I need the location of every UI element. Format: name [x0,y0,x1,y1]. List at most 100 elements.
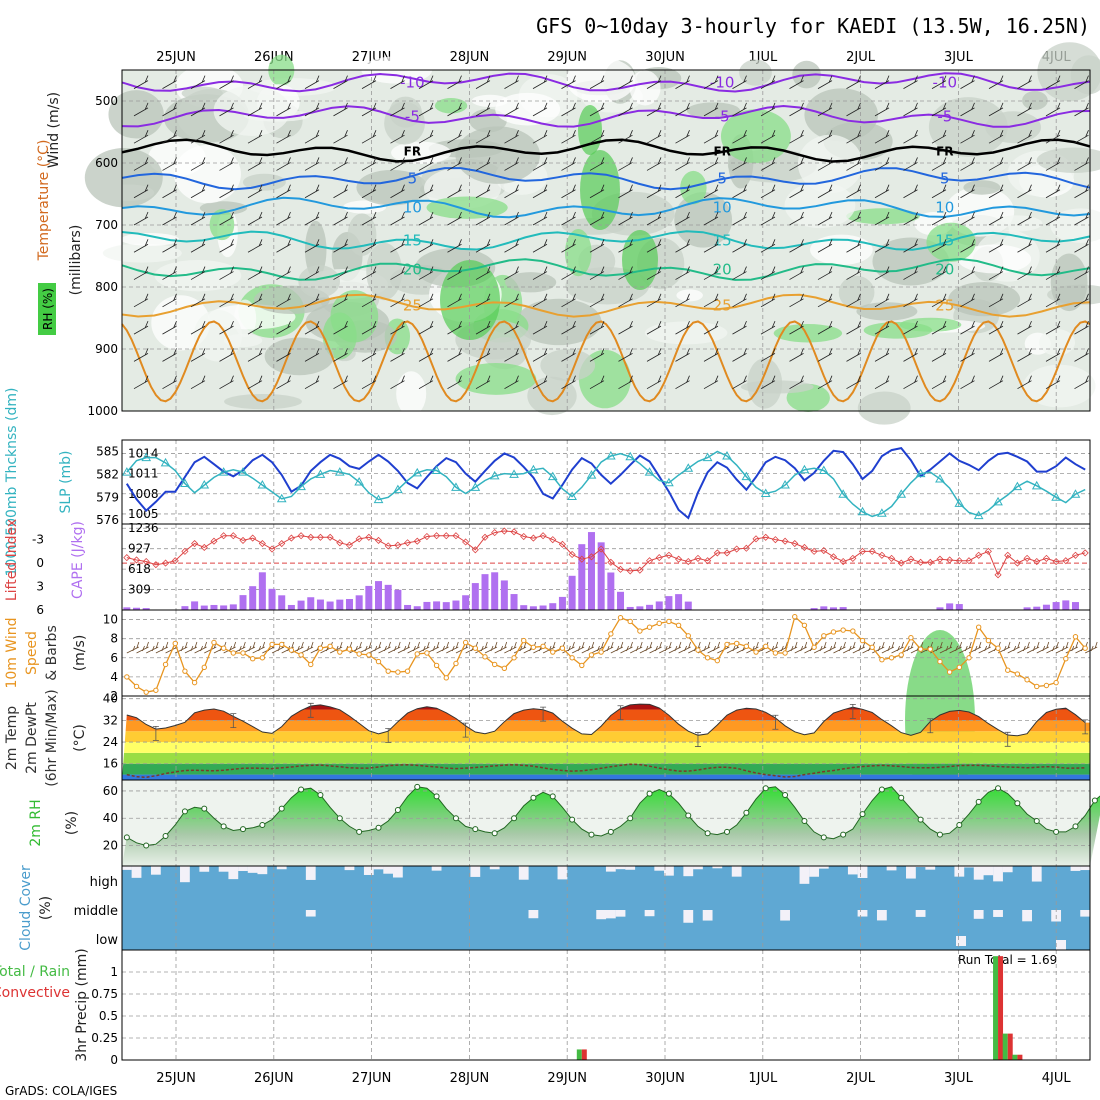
upper-wind-barb [247,211,263,226]
upper-wind-barb [133,266,149,280]
cape-bar [123,607,131,610]
upper-wind-barb [675,375,690,390]
temperature-contour [121,138,1091,163]
upper-wind-barb [361,157,377,171]
minmax-errorbar [772,714,779,730]
rh-blob [298,265,341,298]
wind10-barb [620,641,633,654]
upper-wind-barb [1017,75,1032,89]
wind10-point [1053,679,1059,686]
upper-wind-barb [789,239,804,253]
upper-wind-barb [1045,266,1061,280]
temp-band [122,720,1090,732]
upper-wind-barb [276,130,291,144]
upper-wind-barb [760,320,776,335]
cape-tick-label: 618 [128,562,151,576]
minmax-errorbar [152,725,159,741]
wind10-barb [126,641,140,654]
upper-wind-barb [817,184,833,199]
cape-bar [1071,602,1079,610]
rh-blob [213,85,291,136]
wind10-point [153,687,159,693]
cape-bar [636,606,644,610]
wind10-barb [581,641,595,654]
wind10-barb [378,641,391,654]
upper-wind-barb [561,184,576,199]
upper-wind-barb [960,239,975,253]
upper-wind-barb [561,130,576,144]
cloud-panel: high middle low Cloud Cover (%) [18,865,1091,951]
upper-wind-barb [361,348,377,362]
lifted-point [171,557,179,565]
wind10-barb [659,641,672,654]
thickness-point [644,467,655,476]
lifted-point [994,571,1002,579]
upper-wind-barb [1045,130,1061,144]
lifted-point [1013,559,1021,567]
upper-wind-barb [390,266,405,280]
upper-wind-barb [589,184,605,199]
rh-point [1072,823,1079,830]
wind10-point [666,618,672,625]
upper-wind-barb [874,211,890,226]
lifted-tick-label: 6 [36,603,44,617]
upper-wind-barb [561,320,576,335]
date-label-top: 25JUN [156,50,196,65]
rh-point [1091,797,1098,804]
wind10-point [937,658,943,665]
upper-wind-barb [361,293,377,308]
upper-wind-barb [846,184,861,199]
wind10-label-line3: & Barbs [44,625,60,681]
mid-cloud-gap [915,910,926,917]
lifted-point [887,554,896,562]
upper-wind-barb [162,293,177,308]
high-cloud-gap [847,866,858,875]
upper-wind-barb [760,211,776,226]
rh-blob [434,98,468,114]
wind10-point [782,650,788,656]
lifted-point [713,549,721,557]
wind10-barb [1084,641,1098,654]
date-label-top: 30JUN [645,50,685,65]
contour-label: -10 [933,73,958,91]
cape-bar [597,542,605,610]
upper-wind-barb [390,348,405,362]
wind10-point [1063,656,1069,662]
upper-wind-barb [703,320,719,335]
slp-tick-label: 1005 [128,507,159,521]
upper-wind-barb [561,157,576,171]
upper-wind-barb [561,375,576,390]
lifted-point [917,558,925,566]
thickness-point [547,471,558,481]
mid-cloud-gap [857,910,868,917]
wind10-point [540,643,546,650]
mid-cloud-gap [596,910,607,920]
contour-label: -5 [937,108,952,126]
wind10-point [269,641,275,648]
cape-bar [433,601,441,610]
minmax-errorbar [230,713,237,729]
upper-wind-barb [960,375,975,390]
rh-blob [926,222,976,262]
wind10-barb [155,641,169,654]
upper-wind-barb [618,239,633,253]
rh-blob [1050,253,1088,312]
upper-wind-barb [532,375,548,390]
temp-line [126,703,1086,737]
high-cloud-gap [625,866,636,870]
wind10-barb [668,641,682,654]
upper-wind-barb [219,348,234,362]
rh-point [840,831,847,838]
upper-wind-barb [618,184,633,199]
upper-wind-barb [333,375,348,390]
rh-point [743,809,750,816]
cape-bar [181,606,189,610]
upper-wind-barb [931,102,947,117]
upper-wind-barb [988,130,1004,144]
precip-tick-label: 0.25 [91,1031,118,1045]
thickness-point [877,508,887,517]
wind10-barb [252,641,266,654]
wind10-point [743,643,750,650]
contour-label: 5 [408,170,418,188]
upper-wind-barb [931,75,947,89]
